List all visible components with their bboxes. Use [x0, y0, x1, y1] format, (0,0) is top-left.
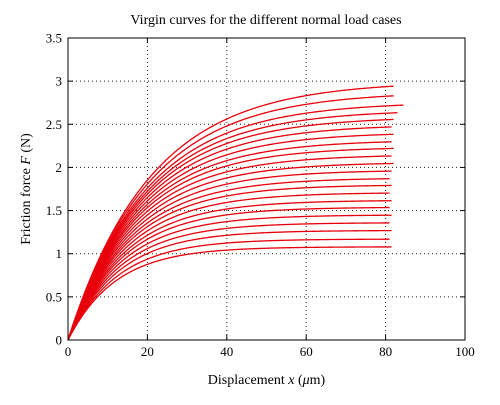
y-axis-label-part: (N) [19, 133, 34, 156]
y-tick-label: 2.5 [46, 117, 62, 132]
chart-title: Virgin curves for the different normal l… [130, 13, 401, 28]
virgin-curve [67, 112, 398, 341]
x-tick-label: 80 [379, 344, 392, 359]
virgin-curve [67, 178, 390, 341]
virgin-curve [67, 214, 392, 341]
virgin-curve [67, 200, 392, 341]
y-tick-label: 2 [56, 160, 63, 175]
y-tick-label: 0 [56, 333, 63, 348]
x-tick-label: 100 [455, 344, 475, 359]
x-axis-label-part: ( [294, 373, 303, 388]
y-axis-label-part: Friction force [19, 165, 34, 245]
x-axis-label-part: Displacement [208, 373, 288, 388]
y-axis-label-part: F [19, 156, 34, 166]
y-tick-label: 3.5 [46, 31, 62, 46]
x-tick-label: 60 [300, 344, 313, 359]
x-tick-label: 20 [141, 344, 154, 359]
x-tick-label: 0 [65, 344, 72, 359]
y-axis-label: Friction force F (N) [19, 133, 34, 245]
virgin-curve [67, 238, 390, 341]
x-tick-label: 40 [220, 344, 233, 359]
virgin-curve [67, 104, 404, 341]
virgin-curve [67, 246, 392, 341]
x-axis-label-part: m) [310, 373, 326, 388]
virgin-curve [67, 222, 390, 341]
virgin-curve [67, 192, 390, 341]
virgin-curve [67, 162, 394, 341]
plot-frame [67, 37, 466, 341]
series-group [67, 85, 404, 341]
virgin-curve [67, 85, 394, 341]
y-tick-label: 1.5 [46, 203, 62, 218]
x-axis-label-part: μ [302, 373, 310, 388]
virgin-curve [67, 170, 392, 341]
x-axis-label-part: x [287, 373, 295, 388]
virgin-curve [67, 147, 394, 341]
y-tick-label: 0.5 [46, 289, 62, 304]
y-tick-label: 3 [56, 74, 63, 89]
y-tick-label: 1 [56, 246, 63, 261]
virgin-curve [67, 118, 394, 341]
x-axis-label: Displacement x (μm) [208, 373, 326, 388]
virgin-curve [67, 133, 394, 341]
virgin-curve [67, 155, 392, 341]
virgin-curve [67, 141, 392, 341]
virgin-curve [67, 95, 394, 341]
axis-ticks: 0 20 40 60 80 100 0 0.5 1 1.5 2 2.5 3 3.5 [46, 31, 475, 360]
grid [68, 38, 465, 340]
virgin-curve [67, 126, 392, 341]
virgin-curve [67, 184, 392, 341]
virgin-curve [67, 206, 390, 341]
virgin-curve [67, 229, 392, 341]
